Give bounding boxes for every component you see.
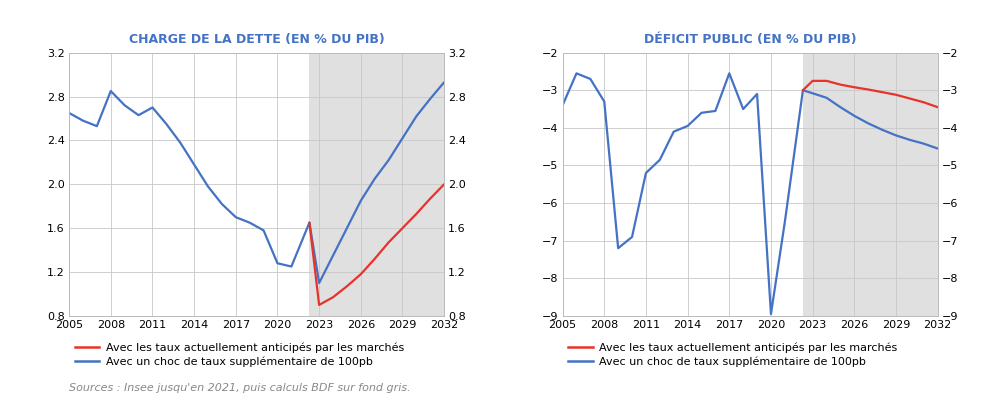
Bar (309, 53, 451, 316)
Title: DÉFICIT PUBLIC (EN % DU PIB): DÉFICIT PUBLIC (EN % DU PIB) (643, 33, 856, 46)
Bar (802, 53, 944, 316)
Text: Sources : Insee jusqu'en 2021, puis calculs BDF sur fond gris.: Sources : Insee jusqu'en 2021, puis calc… (69, 383, 410, 393)
Legend: Avec les taux actuellement anticipés par les marchés, Avec un choc de taux suppl: Avec les taux actuellement anticipés par… (568, 343, 896, 367)
Title: CHARGE DE LA DETTE (EN % DU PIB): CHARGE DE LA DETTE (EN % DU PIB) (128, 33, 385, 46)
Legend: Avec les taux actuellement anticipés par les marchés, Avec un choc de taux suppl: Avec les taux actuellement anticipés par… (75, 343, 403, 367)
